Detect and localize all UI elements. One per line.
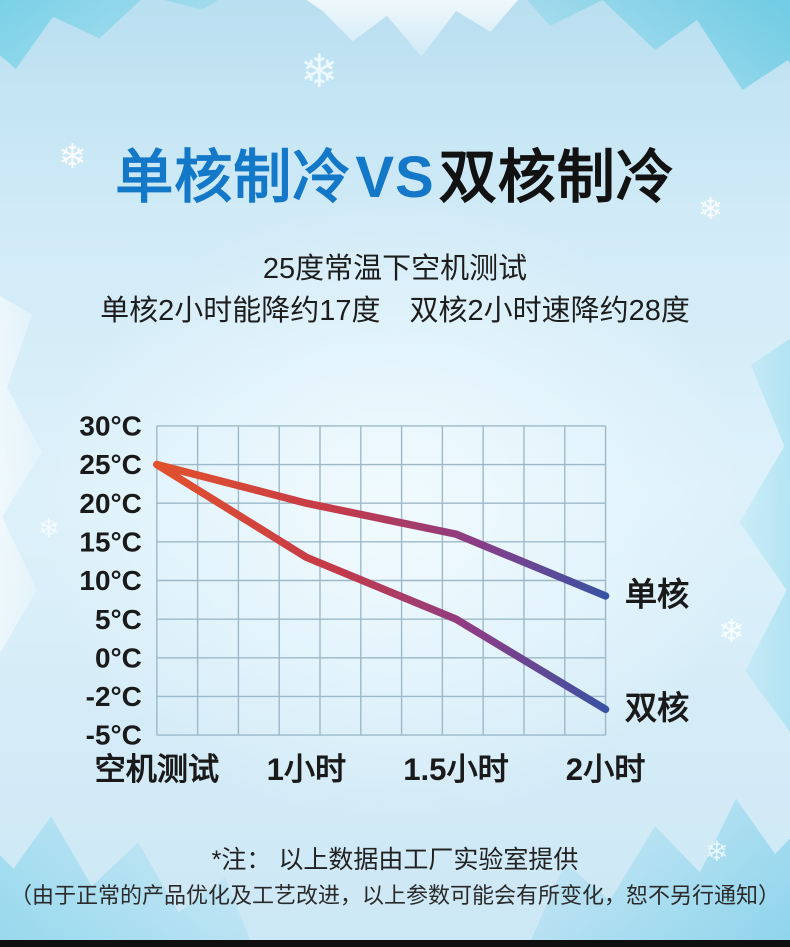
- title-dual-core: 双核制冷: [438, 145, 675, 210]
- page-title: 单核制冷VS双核制冷: [0, 130, 790, 214]
- ice-decoration: [0, 0, 270, 96]
- y-tick-label: 30°C: [79, 411, 141, 442]
- x-tick-label: 1小时: [267, 752, 347, 787]
- x-tick-label: 1.5小时: [403, 752, 509, 787]
- subtitle-line-1: 25度常温下空机测试: [262, 253, 528, 285]
- y-tick-label: 15°C: [79, 527, 141, 558]
- title-vs: VS: [355, 145, 435, 210]
- cooling-comparison-chart: 30°C 25°C 20°C 15°C 10°C 5°C 0°C -2°C -5°C 空机测试 1小…: [28, 398, 758, 827]
- chart-grid: [156, 425, 607, 736]
- y-tick-label: -5°C: [86, 720, 142, 751]
- y-tick-label: -2°C: [86, 681, 142, 712]
- subtitle: 25度常温下空机测试 单核2小时能降约17度 双核2小时速降约28度: [0, 248, 790, 332]
- subtitle-line-2: 单核2小时能降约17度 双核2小时速降约28度: [100, 295, 690, 328]
- bottom-divider: [0, 940, 790, 947]
- ice-decoration: [295, 0, 525, 57]
- x-tick-label: 2小时: [566, 752, 646, 787]
- snowflake-icon: ❄: [300, 45, 339, 97]
- series-label: 双核: [625, 690, 689, 726]
- series-line: [153, 460, 610, 714]
- x-tick-label: 空机测试: [95, 752, 220, 787]
- series-label: 单核: [625, 577, 689, 613]
- series-line: [153, 460, 610, 600]
- footnote-disclaimer: （由于正常的产品优化及工艺改进，以上参数可能会有所变化，恕不另行通知）: [9, 883, 780, 908]
- y-tick-label: 25°C: [79, 449, 141, 480]
- y-tick-label: 20°C: [79, 488, 141, 519]
- y-tick-label: 5°C: [95, 604, 142, 635]
- footnote-source: *注： 以上数据由工厂实验室提供: [211, 846, 579, 874]
- y-tick-label: 0°C: [95, 642, 142, 673]
- y-tick-label: 10°C: [79, 565, 141, 596]
- title-single-core: 单核制冷: [115, 145, 352, 210]
